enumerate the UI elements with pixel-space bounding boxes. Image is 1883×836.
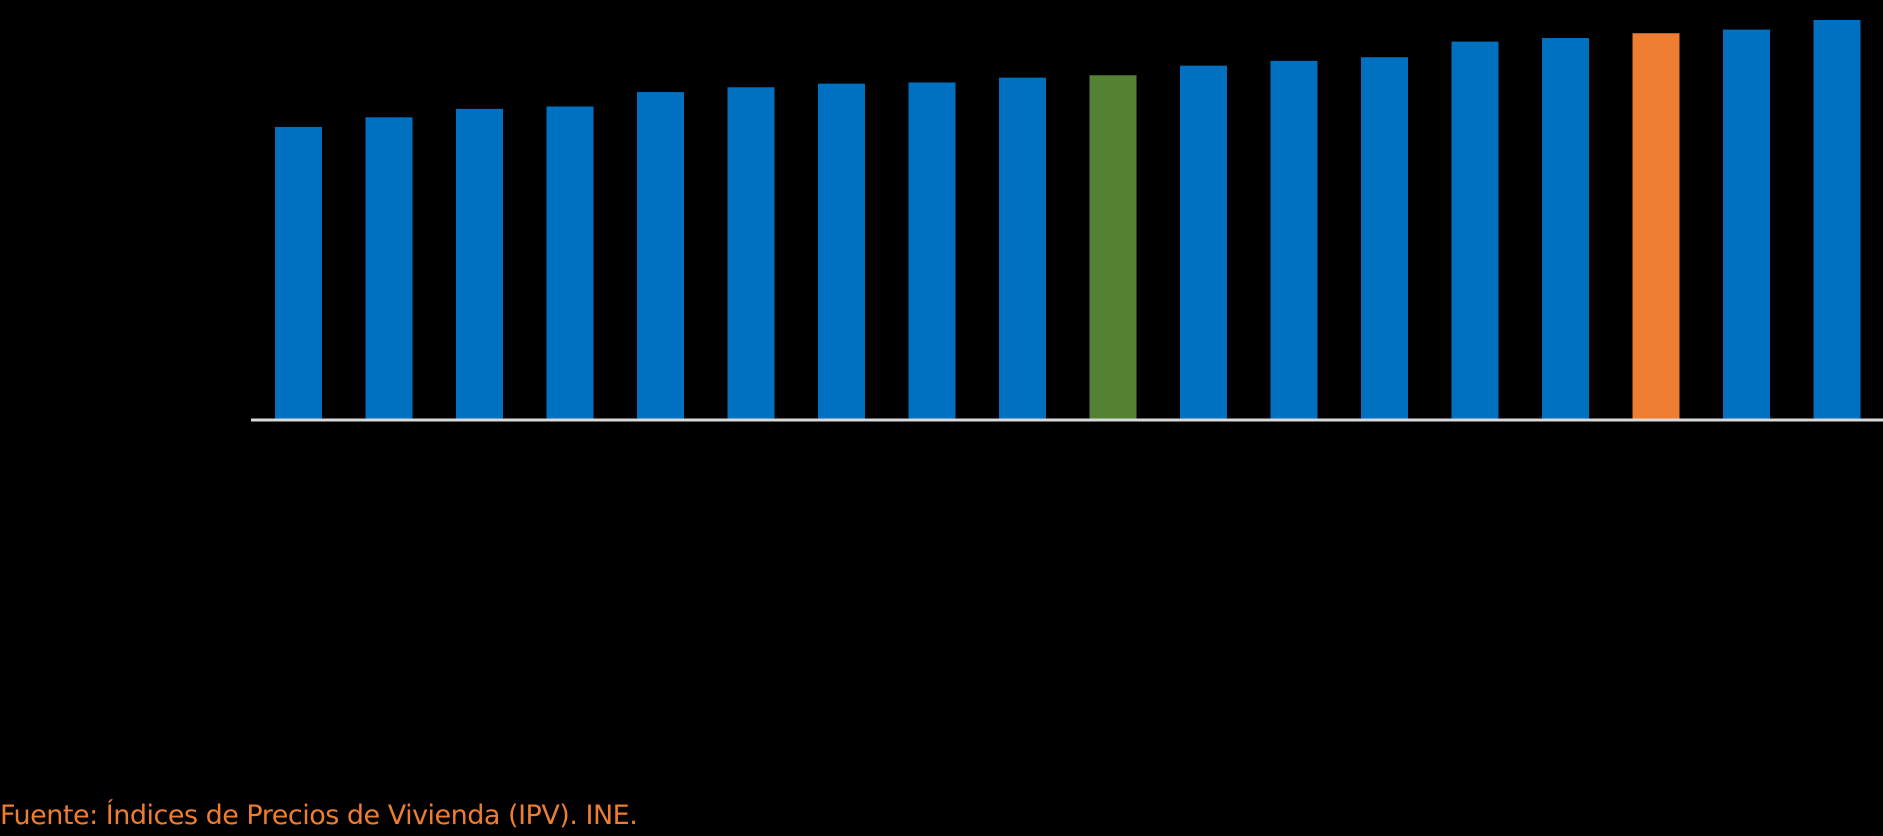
bar xyxy=(1089,75,1137,421)
bars xyxy=(275,20,1861,421)
bar xyxy=(365,117,413,420)
bar xyxy=(999,77,1046,420)
bar xyxy=(818,83,865,420)
bar xyxy=(1180,65,1227,421)
bar xyxy=(1270,60,1318,420)
source-note: Fuente: Índices de Precios de Vivienda (… xyxy=(0,800,638,831)
bar xyxy=(1361,57,1408,420)
bar xyxy=(1451,41,1499,421)
bar xyxy=(275,126,322,420)
bar xyxy=(1723,29,1770,420)
bar xyxy=(1542,38,1589,421)
bar xyxy=(637,92,684,420)
bar xyxy=(727,87,775,420)
bar xyxy=(908,82,956,420)
bar xyxy=(546,106,594,421)
bar xyxy=(456,108,503,420)
bar xyxy=(1632,33,1680,420)
bar xyxy=(1813,20,1861,420)
